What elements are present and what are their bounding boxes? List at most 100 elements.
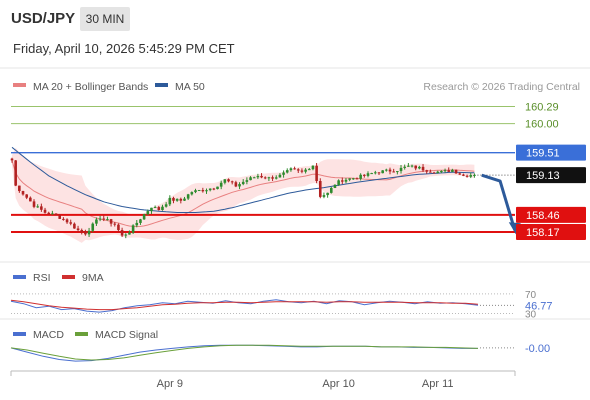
candle-up bbox=[106, 219, 109, 221]
ma50-legend-label: MA 50 bbox=[175, 81, 205, 93]
candle-up bbox=[374, 172, 377, 174]
candle-down bbox=[10, 158, 14, 161]
candle-up bbox=[418, 166, 421, 169]
candle-up bbox=[208, 188, 212, 191]
candle-down bbox=[388, 169, 392, 172]
candle-up bbox=[285, 170, 289, 173]
candle-up bbox=[91, 223, 95, 231]
candle-up bbox=[304, 169, 307, 172]
candle-up bbox=[451, 169, 454, 172]
candle-up bbox=[326, 192, 329, 196]
candle-up bbox=[95, 219, 98, 224]
pivot-level-label: 159.51 bbox=[526, 148, 560, 160]
candle-up bbox=[128, 232, 131, 235]
time-axis: Apr 9 Apr 10 Apr 11 bbox=[10, 370, 516, 390]
candle-up bbox=[249, 177, 252, 181]
candle-down bbox=[454, 169, 458, 174]
time-axis-tick-label: Apr 9 bbox=[157, 378, 183, 390]
macd-last-label: -0.00 bbox=[525, 343, 550, 355]
pivot-level-tag bbox=[516, 144, 586, 161]
candle-up bbox=[131, 225, 135, 233]
candle-up bbox=[359, 174, 362, 179]
candle-down bbox=[73, 223, 76, 229]
rsi-last-label: 46.77 bbox=[525, 300, 553, 312]
candle-down bbox=[392, 171, 395, 173]
candle-down bbox=[172, 197, 175, 201]
macd-signal-line bbox=[10, 344, 479, 361]
candle-down bbox=[377, 172, 381, 174]
candle-down bbox=[414, 165, 417, 169]
chart-header: USD/JPY 30 MIN Friday, April 10, 2026 5:… bbox=[0, 0, 590, 62]
candle-up bbox=[153, 207, 157, 209]
timeframe-button[interactable]: 30 MIN bbox=[80, 7, 130, 31]
price-levels bbox=[11, 105, 515, 234]
rsi-line bbox=[10, 299, 479, 313]
candle-up bbox=[396, 171, 399, 173]
candle-up bbox=[135, 222, 139, 226]
candle-down bbox=[429, 171, 432, 173]
rsi-ma-legend-label: 9MA bbox=[82, 272, 104, 284]
candle-down bbox=[76, 228, 80, 231]
macd-legend: MACD MACD Signal bbox=[13, 329, 158, 341]
candle-up bbox=[256, 175, 260, 178]
ma50-legend-swatch bbox=[155, 83, 168, 87]
candle-down bbox=[109, 219, 113, 224]
main-legend: MA 20 + Bollinger Bands MA 50 Research ©… bbox=[13, 81, 580, 93]
candle-down bbox=[425, 170, 429, 172]
rsi-threshold-label: 30 bbox=[525, 310, 537, 321]
candle-up bbox=[344, 179, 348, 182]
candle-down bbox=[43, 209, 47, 213]
candle-down bbox=[341, 180, 344, 182]
candle-up bbox=[98, 218, 102, 220]
candle-down bbox=[157, 207, 161, 211]
time-axis-tick-label: Apr 10 bbox=[322, 378, 354, 390]
candle-up bbox=[348, 178, 351, 180]
candle-down bbox=[40, 206, 43, 210]
candle-down bbox=[355, 178, 359, 180]
last-price-tag bbox=[516, 167, 586, 184]
candle-down bbox=[271, 177, 274, 179]
candle-down bbox=[54, 213, 58, 215]
candle-up bbox=[194, 190, 197, 193]
candle-up bbox=[51, 213, 54, 215]
candle-up bbox=[403, 166, 406, 168]
candle-down bbox=[293, 168, 296, 170]
candle-down bbox=[120, 230, 124, 236]
candle-down bbox=[25, 194, 28, 198]
support-level-label: 158.17 bbox=[526, 227, 560, 239]
macd-panel: -0.00 bbox=[10, 343, 550, 362]
candle-up bbox=[164, 204, 168, 207]
rsi-legend: RSI 9MA bbox=[13, 272, 104, 284]
candle-up bbox=[175, 198, 179, 201]
candle-down bbox=[179, 198, 183, 201]
candle-up bbox=[274, 177, 278, 179]
candle-down bbox=[230, 181, 234, 183]
candle-down bbox=[102, 218, 106, 220]
support-level-tag bbox=[516, 224, 586, 241]
candle-up bbox=[241, 181, 245, 185]
candle-down bbox=[29, 197, 32, 202]
candle-up bbox=[410, 165, 414, 167]
candle-down bbox=[234, 182, 238, 187]
rsi-legend-label: RSI bbox=[33, 272, 51, 284]
candle-up bbox=[333, 184, 337, 188]
candle-down bbox=[65, 219, 69, 223]
research-credit: Research © 2026 Trading Central bbox=[423, 81, 580, 93]
candle-up bbox=[289, 168, 293, 171]
candle-up bbox=[399, 167, 403, 172]
candle-down bbox=[300, 170, 304, 172]
rsi-ma-legend-swatch bbox=[62, 275, 75, 279]
support-level-tag bbox=[516, 206, 586, 223]
candle-down bbox=[117, 224, 120, 231]
forecast-arrow-path bbox=[481, 173, 517, 231]
candle-up bbox=[223, 179, 227, 183]
candle-up bbox=[139, 219, 142, 223]
forecast-arrow bbox=[481, 173, 521, 235]
rsi-ma-line bbox=[10, 299, 479, 311]
candle-down bbox=[458, 173, 462, 175]
instrument-title: USD/JPY bbox=[11, 10, 76, 27]
ma20-legend-label: MA 20 + Bollinger Bands bbox=[33, 81, 148, 93]
candle-up bbox=[385, 169, 388, 171]
